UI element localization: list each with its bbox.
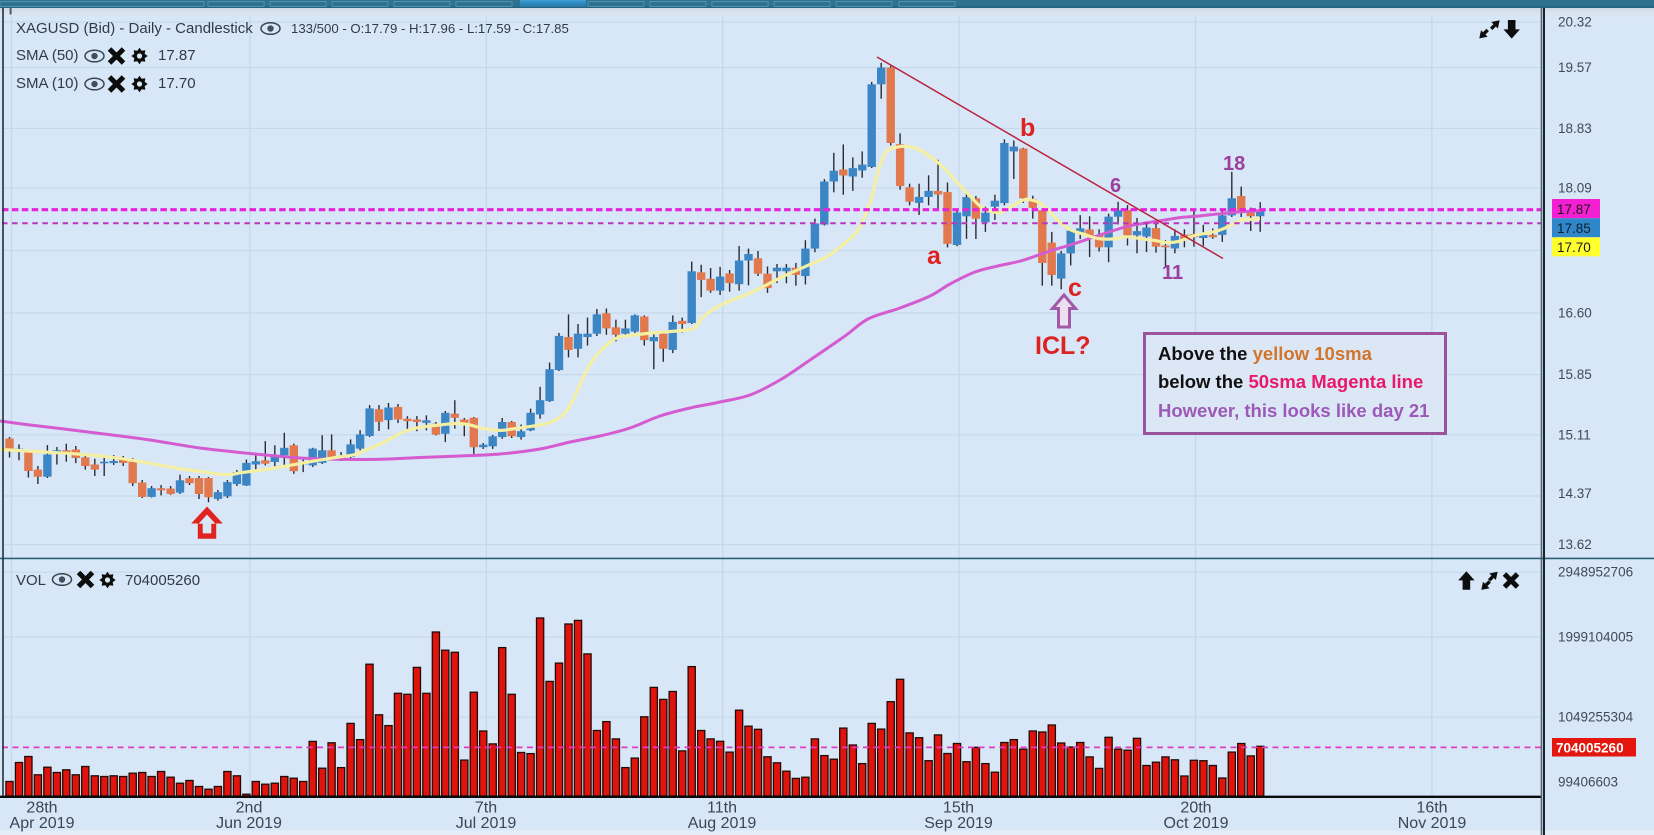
svg-text:Apr 2019: Apr 2019 [10,815,75,832]
svg-text:SMA (10): SMA (10) [16,75,79,92]
svg-text:11th: 11th [707,800,737,817]
svg-text:17.85: 17.85 [1557,221,1591,236]
svg-text:b: b [1020,114,1035,142]
svg-text:15.11: 15.11 [1558,427,1591,442]
svg-text:28th: 28th [26,800,57,817]
svg-text:17.87: 17.87 [1557,202,1591,217]
svg-text:VOL: VOL [16,572,46,589]
svg-text:18.09: 18.09 [1558,181,1592,196]
svg-text:20th: 20th [1180,800,1211,817]
svg-text:18: 18 [1223,153,1245,175]
svg-text:16.60: 16.60 [1558,306,1592,321]
svg-text:6: 6 [1110,175,1121,197]
svg-text:Jul 2019: Jul 2019 [456,815,517,832]
svg-text:704005260: 704005260 [1556,741,1624,756]
svg-text:1049255304: 1049255304 [1558,710,1634,725]
svg-text:However, this looks like day 2: However, this looks like day 21 [1158,400,1429,421]
svg-text:c: c [1068,274,1082,302]
svg-text:14.37: 14.37 [1558,486,1592,501]
svg-text:17.87: 17.87 [158,47,196,64]
svg-text:Oct 2019: Oct 2019 [1164,815,1229,832]
svg-text:133/500 - O:17.79 - H:17.96 -: 133/500 - O:17.79 - H:17.96 - L:17.59 - … [291,21,569,36]
svg-text:7th: 7th [475,800,497,817]
svg-text:15.85: 15.85 [1558,367,1592,382]
svg-text:2nd: 2nd [236,800,263,817]
svg-text:17.70: 17.70 [158,75,196,92]
svg-text:19.57: 19.57 [1558,60,1592,75]
svg-text:a: a [927,242,942,270]
svg-text:99406603: 99406603 [1558,775,1618,790]
svg-text:11: 11 [1162,262,1183,284]
svg-text:17.70: 17.70 [1557,240,1591,255]
svg-text:16th: 16th [1416,800,1447,817]
svg-text:below the 50sma Magenta line: below the 50sma Magenta line [1158,371,1423,392]
svg-text:Aug 2019: Aug 2019 [688,815,757,832]
svg-text:704005260: 704005260 [125,572,200,589]
svg-text:15th: 15th [943,800,974,817]
svg-text:20.32: 20.32 [1558,15,1592,30]
svg-text:Nov 2019: Nov 2019 [1398,815,1467,832]
svg-text:1999104005: 1999104005 [1558,630,1633,645]
svg-text:13.62: 13.62 [1558,537,1592,552]
svg-text:ICL?: ICL? [1035,332,1091,360]
svg-text:XAGUSD (Bid) - Daily - Candles: XAGUSD (Bid) - Daily - Candlestick [16,20,253,37]
svg-text:18.83: 18.83 [1558,121,1592,136]
svg-text:Jun 2019: Jun 2019 [216,815,282,832]
svg-text:Above the yellow 10sma: Above the yellow 10sma [1158,343,1373,364]
svg-text:2948952706: 2948952706 [1558,565,1633,580]
svg-text:Sep 2019: Sep 2019 [924,815,993,832]
svg-text:SMA (50): SMA (50) [16,47,79,64]
